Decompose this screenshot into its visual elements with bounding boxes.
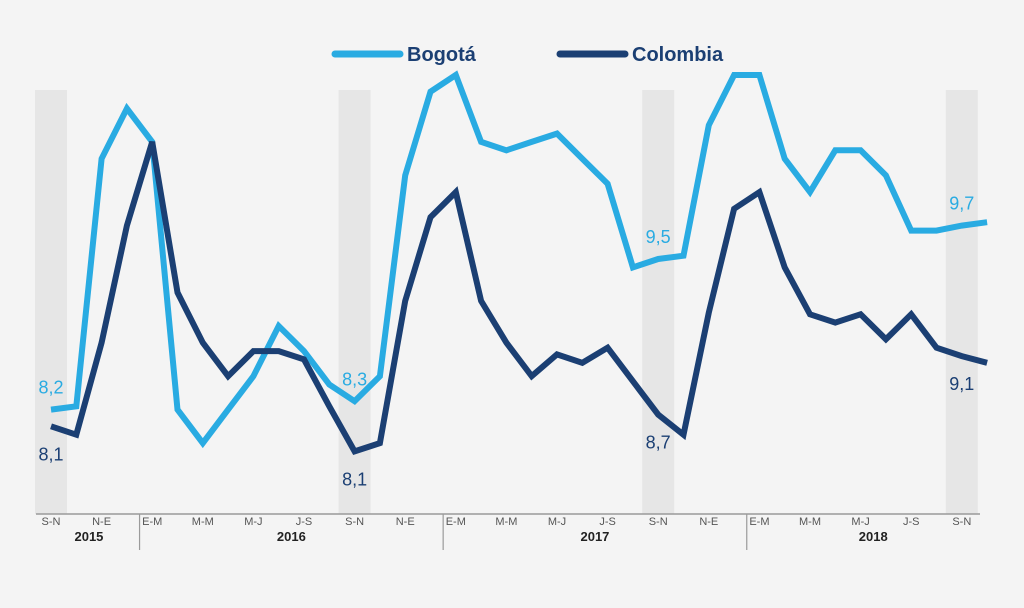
year-label: 2015	[74, 529, 103, 544]
highlight-band-0	[35, 90, 67, 514]
highlight-band-2	[642, 90, 675, 514]
x-tick-label: E-M	[749, 516, 769, 528]
x-tick-label: M-J	[851, 516, 869, 528]
x-tick-label: S-N	[649, 516, 668, 528]
x-axis: S-N N-E E-M M-M M-J J-S S-N N-E E-M M-M M-J J-S S-N N…	[36, 513, 980, 550]
x-tick-label: M-J	[548, 516, 566, 528]
data-label: 9,1	[949, 374, 974, 394]
data-label: 8,2	[38, 378, 63, 398]
data-label: 8,1	[38, 444, 63, 464]
data-label: 8,3	[342, 369, 367, 389]
value-annotations: 8,2 8,1 8,3 8,1 9,5 8,7 9,7 9,1	[38, 194, 974, 490]
legend-label: Colombia	[632, 44, 724, 66]
x-tick-label: E-M	[142, 516, 162, 528]
x-tick-label: J-S	[599, 516, 616, 528]
year-label: 2016	[277, 529, 306, 544]
x-tick-label: S-N	[952, 516, 971, 528]
x-tick-label: M-J	[244, 516, 262, 528]
data-label: 8,1	[342, 469, 367, 489]
series-lines	[50, 70, 988, 456]
x-tick-label: J-S	[903, 516, 920, 528]
data-label: 8,7	[646, 433, 671, 453]
year-label: 2017	[580, 529, 609, 544]
x-tick-label: S-N	[345, 516, 364, 528]
x-tick-label: N-E	[92, 516, 111, 528]
x-tick-label: M-M	[495, 516, 517, 528]
data-label: 9,5	[646, 227, 671, 247]
x-tick-label: J-S	[296, 516, 313, 528]
legend-label: Bogotá	[407, 44, 477, 66]
x-tick-label: E-M	[446, 516, 466, 528]
series-line-bogot	[50, 70, 988, 449]
x-tick-label: S-N	[42, 516, 61, 528]
year-label: 2018	[859, 529, 888, 544]
x-tick-label: M-M	[799, 516, 821, 528]
highlight-bands	[35, 90, 978, 514]
x-tick-label: N-E	[396, 516, 415, 528]
data-label: 9,7	[949, 194, 974, 214]
highlight-band-3	[945, 90, 978, 514]
x-tick-label: N-E	[699, 516, 718, 528]
series-line-colombia	[50, 141, 988, 456]
legend: Bogotá Colombia	[331, 44, 724, 66]
highlight-band-1	[338, 90, 371, 514]
x-tick-label: M-M	[192, 516, 214, 528]
